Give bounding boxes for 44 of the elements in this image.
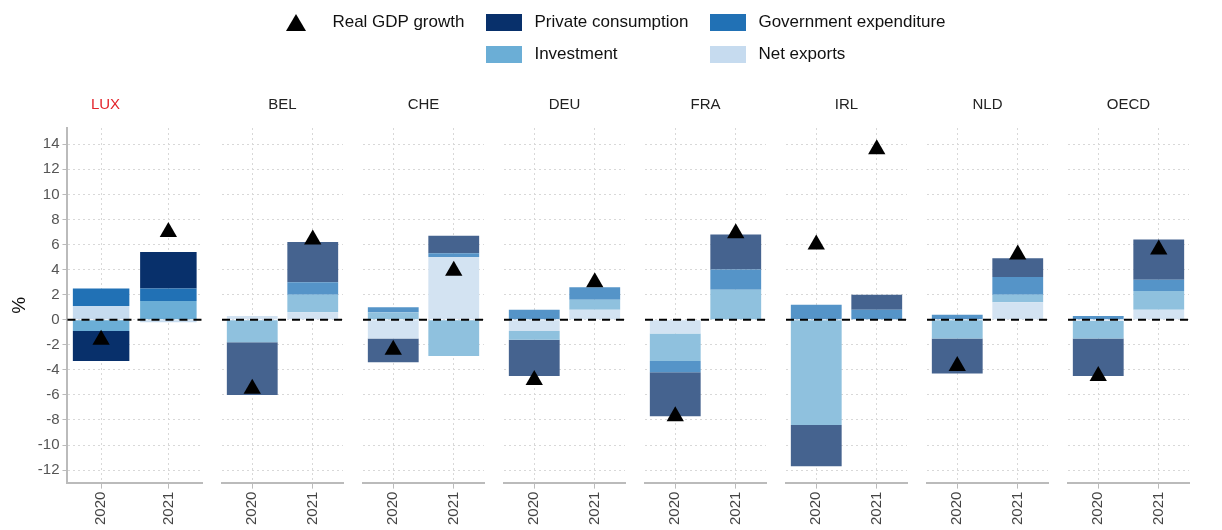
chart-title: FRA — [690, 95, 721, 113]
y-tick-label: -12 — [37, 460, 60, 478]
x-tick-label: 2021 — [158, 491, 176, 526]
x-tick-label: 2021 — [866, 491, 884, 526]
x-tick-label: 2021 — [725, 491, 743, 526]
legend-label: Real GDP growth — [332, 12, 465, 32]
chart-title: OECD — [1106, 95, 1151, 113]
y-tick-label: 10 — [42, 184, 60, 202]
y-axis-title: % — [7, 296, 29, 314]
x-tick-label: 2020 — [524, 491, 542, 526]
x-tick-label: 2020 — [947, 491, 965, 526]
x-tick-label: 2020 — [242, 491, 260, 526]
y-tick-label: 8 — [51, 209, 60, 227]
y-tick-label: -4 — [46, 359, 60, 377]
x-tick-label: 2020 — [665, 491, 683, 526]
y-tick-label: 6 — [51, 234, 60, 252]
y-tick-label: 2 — [51, 284, 60, 302]
y-tick-label: -8 — [46, 410, 60, 428]
y-tick-label: 14 — [42, 134, 60, 152]
chart-title: IRL — [834, 95, 859, 113]
y-tick-label: 4 — [51, 259, 60, 277]
legend-label: Net exports — [758, 44, 846, 64]
x-tick-label: 2020 — [1088, 491, 1106, 526]
legend-label: Private consumption — [534, 12, 689, 32]
x-tick-label: 2021 — [1007, 491, 1025, 526]
chart-title: LUX — [90, 95, 121, 113]
x-tick-label: 2020 — [383, 491, 401, 526]
x-tick-label: 2021 — [443, 491, 461, 526]
legend-label: Investment — [534, 44, 618, 64]
y-tick-label: -10 — [37, 435, 60, 453]
x-tick-label: 2021 — [302, 491, 320, 526]
y-tick-label: 0 — [51, 309, 60, 327]
x-tick-label: 2020 — [806, 491, 824, 526]
legend-label: Government expenditure — [758, 12, 946, 32]
y-tick-label: -6 — [46, 385, 60, 403]
chart-title: BEL — [268, 95, 297, 113]
x-tick-label: 2021 — [1148, 491, 1166, 526]
chart-title: NLD — [972, 95, 1003, 113]
y-tick-label: 12 — [42, 159, 60, 177]
x-tick-label: 2021 — [584, 491, 602, 526]
y-tick-label: -2 — [46, 334, 60, 352]
chart-title: CHE — [407, 95, 440, 113]
x-tick-label: 2020 — [91, 491, 109, 526]
chart-title: DEU — [548, 95, 581, 113]
